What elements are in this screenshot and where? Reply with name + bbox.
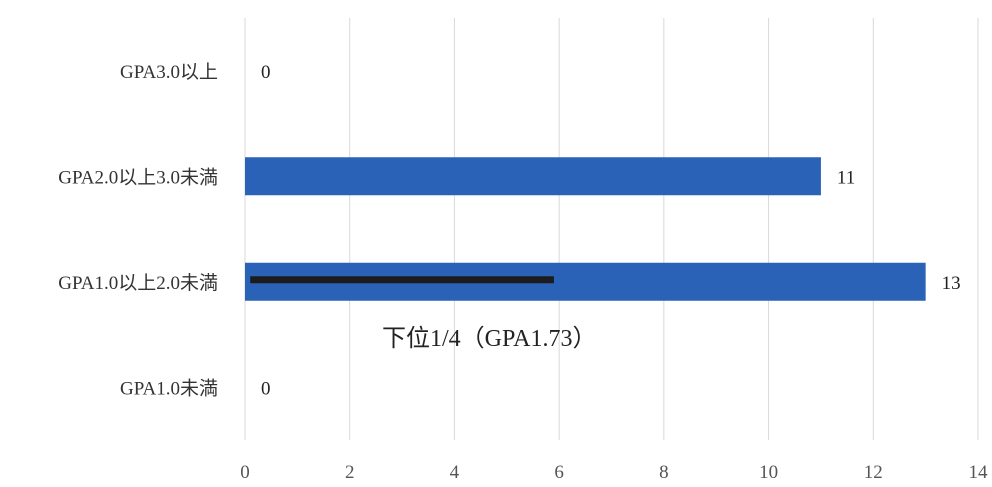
category-label: GPA1.0以上2.0未満 [58,272,218,294]
category-label: GPA1.0未満 [120,377,218,399]
x-tick-label: 10 [759,462,778,483]
data-label: 13 [942,273,961,294]
x-tick-labels: 0 2 4 6 8 10 12 14 [240,462,988,483]
x-tick-label: 4 [450,462,460,483]
annotation-label: 下位1/4（GPA1.73） [382,325,596,352]
data-labels: 0 11 13 0 [261,62,961,400]
category-labels: GPA3.0以上 GPA2.0以上3.0未満 GPA1.0以上2.0未満 GPA1.0… [58,61,218,400]
x-tick-label: 8 [659,462,669,483]
category-label: GPA3.0以上 [120,61,218,83]
x-tick-label: 14 [969,462,989,483]
category-label: GPA2.0以上3.0未満 [58,166,218,188]
x-tick-label: 12 [864,462,883,483]
data-label: 11 [837,167,855,188]
data-label: 0 [261,62,271,83]
data-label: 0 [261,378,271,399]
bar [245,157,821,196]
annotation: 下位1/4（GPA1.73） [250,276,596,352]
gridlines [244,18,979,440]
x-tick-label: 6 [554,462,564,483]
bars [245,157,926,301]
x-tick-label: 0 [240,462,250,483]
x-tick-label: 2 [345,462,355,483]
